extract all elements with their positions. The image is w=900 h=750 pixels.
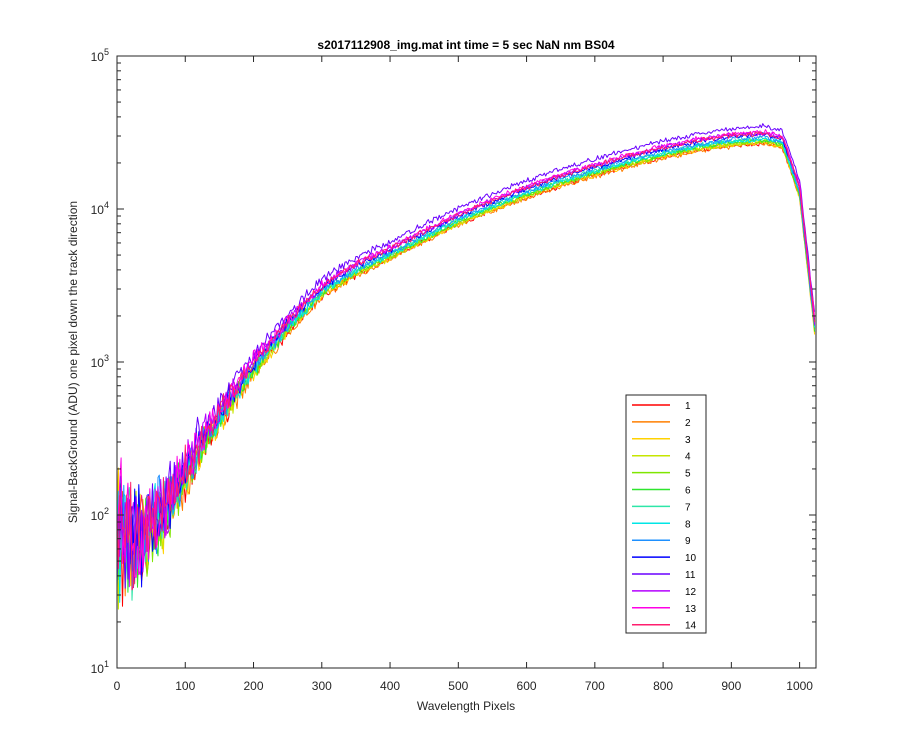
x-tick-label: 200 [244,679,264,693]
x-axis-label: Wavelength Pixels [417,699,515,713]
legend-label-9: 9 [685,536,691,547]
x-tick-label: 700 [585,679,605,693]
ticks-layer: 0 100 200 300 400 500 600 700 800 900 100010110210… [91,47,816,693]
x-tick-label: 100 [175,679,195,693]
y-tick-label: 105 [91,47,109,64]
x-tick-label: 300 [312,679,332,693]
legend-label-6: 6 [685,486,691,497]
series-line-4 [117,139,816,610]
y-tick-label: 104 [91,200,109,217]
x-tick-label: 800 [653,679,673,693]
legend-label-2: 2 [685,418,691,429]
x-tick-label: 900 [721,679,741,693]
chart-title: s2017112908_img.mat int time = 5 sec NaN… [317,38,614,52]
legend-label-1: 1 [685,401,691,412]
legend-label-4: 4 [685,452,691,463]
y-tick-label: 101 [91,659,109,676]
series-line-13 [117,129,816,578]
y-tick-label: 103 [91,353,109,370]
series-line-14 [117,131,816,591]
y-axis-label: Signal-BackGround (ADU) one pixel down t… [66,201,80,523]
series-layer [117,123,816,610]
legend-label-12: 12 [685,587,697,598]
plot-area: 0 100 200 300 400 500 600 700 800 900 100010110210… [91,47,817,693]
x-tick-label: 1000 [786,679,813,693]
x-tick-label: 600 [517,679,537,693]
legend-label-3: 3 [685,435,691,446]
legend-box [625,394,707,634]
legend-label-14: 14 [685,621,697,632]
legend-label-7: 7 [685,502,691,513]
legend-label-10: 10 [685,553,697,564]
x-tick-label: 0 [114,679,121,693]
legend-label-11: 11 [685,570,696,581]
x-tick-label: 500 [448,679,468,693]
y-tick-label: 102 [91,506,109,523]
legend-label-13: 13 [685,604,697,615]
x-tick-label: 400 [380,679,400,693]
series-line-9 [117,134,816,588]
legend-label-8: 8 [685,519,691,530]
legend-label-5: 5 [685,469,691,480]
